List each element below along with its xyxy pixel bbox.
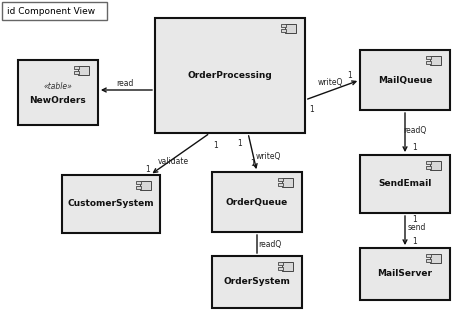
- Bar: [430, 160, 441, 169]
- Bar: [155, 18, 305, 133]
- Text: 1: 1: [214, 141, 219, 150]
- Bar: [430, 253, 441, 262]
- Bar: [360, 155, 450, 213]
- Text: MailQueue: MailQueue: [378, 76, 432, 85]
- Bar: [279, 183, 283, 186]
- Bar: [360, 50, 450, 110]
- Text: CustomerSystem: CustomerSystem: [68, 199, 155, 208]
- Bar: [137, 181, 142, 184]
- Bar: [62, 175, 160, 233]
- Bar: [137, 186, 142, 189]
- Text: 1: 1: [310, 105, 314, 114]
- Text: 1: 1: [413, 216, 418, 225]
- Bar: [212, 256, 302, 308]
- Bar: [283, 178, 293, 187]
- Bar: [212, 172, 302, 232]
- Text: writeQ: writeQ: [317, 78, 343, 87]
- Text: writeQ: writeQ: [255, 152, 281, 161]
- Text: read: read: [116, 78, 134, 87]
- Bar: [279, 267, 283, 270]
- Bar: [283, 262, 293, 271]
- Text: readQ: readQ: [258, 240, 282, 249]
- Bar: [140, 180, 152, 189]
- Text: 1: 1: [146, 165, 150, 174]
- Bar: [282, 24, 286, 27]
- Text: 1: 1: [413, 143, 418, 152]
- Text: NewOrders: NewOrders: [29, 96, 86, 105]
- Text: send: send: [408, 224, 426, 233]
- Bar: [427, 166, 431, 169]
- Bar: [427, 259, 431, 262]
- Bar: [79, 66, 90, 75]
- Bar: [279, 178, 283, 181]
- Bar: [285, 24, 297, 33]
- Text: SendEmail: SendEmail: [378, 179, 432, 188]
- Bar: [74, 71, 80, 74]
- Text: «table»: «table»: [44, 82, 73, 91]
- Text: OrderQueue: OrderQueue: [226, 197, 288, 207]
- Bar: [2, 2, 107, 20]
- Text: id Component View: id Component View: [7, 7, 95, 16]
- Text: 1: 1: [413, 238, 418, 247]
- Bar: [427, 61, 431, 64]
- Bar: [360, 248, 450, 300]
- Text: 1: 1: [347, 71, 352, 80]
- Bar: [18, 60, 98, 125]
- Text: readQ: readQ: [403, 126, 427, 134]
- Text: 1: 1: [237, 138, 242, 147]
- Text: MailServer: MailServer: [377, 270, 432, 278]
- Text: validate: validate: [157, 157, 189, 166]
- Bar: [279, 262, 283, 265]
- Text: OrderSystem: OrderSystem: [224, 277, 291, 286]
- Text: 1: 1: [251, 160, 255, 169]
- Bar: [427, 161, 431, 164]
- Bar: [427, 254, 431, 257]
- Bar: [74, 66, 80, 69]
- Text: OrderProcessing: OrderProcessing: [188, 71, 273, 80]
- Bar: [427, 56, 431, 59]
- Bar: [430, 55, 441, 64]
- Bar: [282, 29, 286, 32]
